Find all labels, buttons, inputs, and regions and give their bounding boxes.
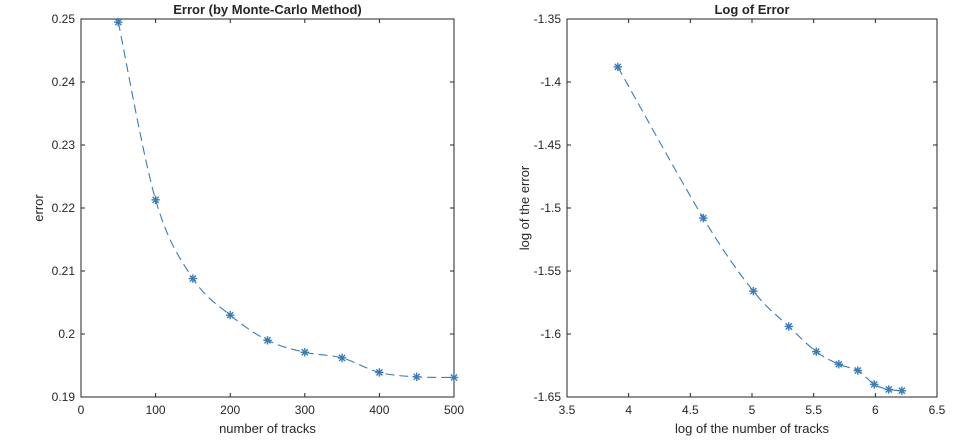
- y-tick-label: -1.45: [534, 138, 562, 152]
- x-tick-label: 6: [872, 403, 879, 417]
- data-point: [853, 366, 863, 375]
- data-point: [337, 353, 347, 363]
- x-tick-label: 0: [78, 403, 85, 417]
- plot-area: [566, 18, 938, 398]
- x-tick-label: 4: [625, 403, 632, 417]
- x-axis-label: log of the number of tracks: [675, 421, 829, 436]
- y-tick-label: -1.35: [534, 12, 562, 26]
- x-tick-label: 300: [295, 403, 315, 417]
- x-tick-label: 5.5: [805, 403, 822, 417]
- data-point: [300, 348, 309, 357]
- x-tick-label: 3.5: [559, 403, 576, 417]
- data-point: [834, 360, 844, 369]
- x-tick-label: 5: [749, 403, 756, 417]
- data-point: [412, 372, 421, 382]
- y-axis-label: error: [31, 194, 46, 222]
- data-point: [897, 386, 907, 395]
- data-point: [613, 62, 623, 72]
- data-point: [749, 286, 758, 296]
- data-point: [114, 17, 123, 27]
- y-tick-label: 0.22: [52, 201, 76, 215]
- y-tick-label: 0.19: [52, 390, 76, 404]
- chart-error-monte-carlo: Error (by Monte-Carlo Method) number of …: [31, 2, 464, 436]
- y-tick-label: -1.65: [534, 390, 562, 404]
- x-tick-label: 100: [146, 403, 166, 417]
- data-point: [151, 195, 160, 205]
- axis-ticks: 3.5 4 4.5 5 5.5 6 6.5 -1.65 -1.6 -1.55 -1.5 -1.45 -1…: [534, 12, 946, 417]
- y-tick-label: -1.5: [540, 201, 561, 215]
- y-tick-label: -1.6: [540, 327, 561, 341]
- plot-area: [80, 18, 455, 398]
- y-tick-label: -1.55: [534, 264, 562, 278]
- x-tick-label: 6.5: [929, 403, 946, 417]
- x-tick-label: 500: [444, 403, 464, 417]
- data-point: [699, 213, 708, 223]
- chart-log-of-error: Log of Error log of the number of tracks…: [517, 2, 946, 436]
- axis-ticks: 0 100 200 300 400 500 0.19 0.2 0.21 0.22 0.23 0.24 0…: [52, 12, 465, 417]
- y-tick-label: 0.23: [52, 138, 76, 152]
- y-tick-label: 0.21: [52, 264, 76, 278]
- data-point: [375, 368, 384, 377]
- x-tick-label: 4.5: [682, 403, 699, 417]
- data-point: [226, 310, 235, 320]
- data-point: [870, 380, 879, 389]
- data-point: [449, 373, 459, 382]
- y-tick-label: 0.2: [58, 327, 75, 341]
- data-point: [263, 336, 272, 345]
- series-marks: [114, 17, 459, 382]
- data-point: [812, 347, 821, 356]
- y-tick-label: 0.24: [52, 75, 76, 89]
- x-axis-label: number of tracks: [219, 421, 316, 436]
- chart-title: Error (by Monte-Carlo Method): [173, 2, 362, 17]
- data-point: [884, 385, 893, 394]
- x-tick-label: 200: [220, 403, 240, 417]
- data-point: [188, 274, 198, 283]
- series-marks: [613, 62, 907, 395]
- y-tick-label: -1.4: [540, 75, 561, 89]
- chart-title: Log of Error: [714, 2, 789, 17]
- y-tick-label: 0.25: [52, 12, 76, 26]
- x-tick-label: 400: [369, 403, 389, 417]
- data-point: [784, 322, 793, 331]
- y-axis-label: log of the error: [517, 165, 532, 250]
